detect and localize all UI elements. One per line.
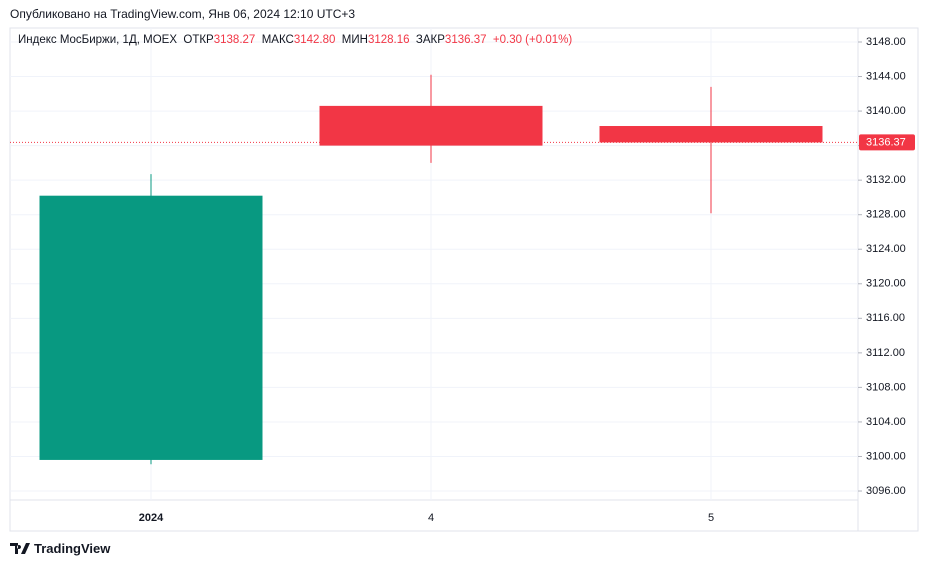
low-value: 3128.16 [367, 34, 410, 46]
y-tick-label: 3132.00 [866, 174, 906, 186]
open-value: 3138.27 [213, 34, 256, 46]
close-label: ЗАКР [415, 34, 445, 46]
y-tick-label: 3096.00 [866, 485, 906, 497]
y-tick-label: 3148.00 [866, 36, 906, 48]
y-tick-label: 3128.00 [866, 209, 906, 221]
symbol-name: Индекс МосБиржи, 1Д, MOEX [18, 34, 177, 46]
logo [10, 542, 30, 554]
candle-body [319, 105, 543, 146]
open-label: ОТКР [183, 34, 214, 46]
chart-frame [9, 27, 919, 532]
footer-brand: TradingView [34, 541, 111, 556]
y-tick-label: 3112.00 [866, 347, 905, 359]
y-tick-label: 3108.00 [866, 381, 906, 393]
last-price-label: 3136.37 [866, 136, 906, 148]
close-value: 3136.37 [444, 34, 487, 46]
change-value: +0.30 (+0.01%) [492, 34, 573, 46]
high-label: МАКС [261, 34, 294, 46]
y-tick-label: 3116.00 [866, 312, 905, 324]
y-tick-label: 3144.00 [866, 70, 906, 82]
y-tick-label: 3120.00 [866, 278, 906, 290]
y-tick-label: 3104.00 [866, 416, 906, 428]
high-value: 3142.80 [293, 34, 336, 46]
low-label: МИН [341, 34, 368, 46]
x-tick-label: 2024 [139, 512, 164, 524]
x-tick-label: 5 [708, 512, 714, 524]
candle-body [39, 195, 263, 460]
y-tick-label: 3124.00 [866, 243, 906, 255]
legend: Индекс МосБиржи, 1Д, MOEX ОТКР3138.27 МА… [18, 34, 572, 46]
y-tick-label: 3140.00 [866, 105, 906, 117]
candle-body [599, 126, 823, 143]
published-note: Опубликовано на TradingView.com, Янв 06,… [10, 7, 356, 21]
footer: TradingView [10, 541, 110, 556]
y-tick-label: 3100.00 [866, 450, 906, 462]
x-tick-label: 4 [428, 512, 434, 524]
last-price-tag [859, 134, 915, 151]
